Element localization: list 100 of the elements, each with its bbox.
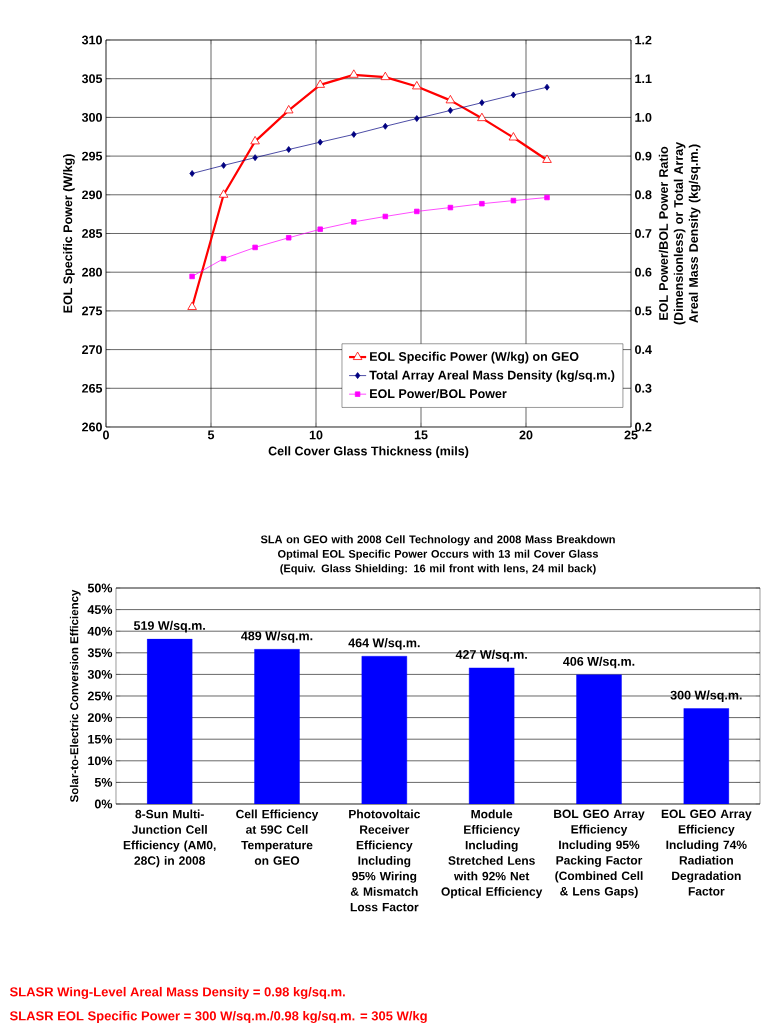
x-tick-label: Cell Efficiency at 59C Cell Temperature on GEO (236, 809, 319, 865)
y-tick-label: 275 (82, 306, 103, 316)
bar (254, 649, 300, 804)
y2-tick-label: 0.4 (635, 345, 652, 355)
annotation: 427 W/sq.m. (455, 649, 527, 662)
bar (361, 656, 408, 804)
y-tick-label: 20% (87, 713, 113, 723)
y-tick-label: 25% (87, 691, 113, 701)
x-tick-label: 15 (414, 430, 428, 440)
y-tick-label: 50% (87, 583, 113, 593)
point (252, 244, 258, 251)
point (187, 301, 197, 310)
y2-tick-label: 1.1 (635, 74, 652, 83)
chart-title: SLA on GEO with 2008 Cell Technology and 2008 Mass Breakdown (260, 535, 615, 546)
point (544, 194, 550, 201)
point (351, 131, 357, 138)
y-axis-title: EOL Specific Power (W/kg) (63, 154, 75, 313)
point (544, 83, 550, 91)
point (220, 255, 227, 262)
y2-tick-label: 0.2 (635, 422, 652, 432)
point (447, 107, 454, 114)
point (286, 235, 292, 241)
point (286, 146, 292, 153)
bar (683, 708, 730, 804)
y-tick-label: 40% (87, 626, 113, 636)
y-tick-label: 310 (81, 35, 102, 45)
point (351, 219, 357, 225)
point (445, 94, 456, 104)
x-tick-label: 10 (309, 430, 323, 440)
y-tick-label: 10% (88, 756, 113, 766)
legend-label: EOL Power/BOL Power (370, 388, 507, 399)
point (414, 208, 420, 215)
x-tick-label: 8-Sun Multi-Junction Cell Efficiency (AM0, 28C) in 2008 (123, 809, 216, 868)
point (412, 81, 422, 90)
legend-label: EOL Specific Power (W/kg) on GEO (370, 351, 579, 364)
x-tick-label: Module Efficiency Including Stretched Lens with 92% Net Optical Efficiency (441, 809, 543, 899)
point (382, 213, 388, 220)
annotation: 406 W/sq.m. (563, 656, 635, 669)
point (220, 161, 227, 169)
point (542, 154, 552, 163)
y-tick-label: 260 (82, 422, 102, 432)
annotation: 489 W/sq.m. (241, 631, 313, 643)
annotation: 464 W/sq.m. (348, 638, 420, 650)
x-tick-label: 25 (624, 430, 638, 440)
point (317, 138, 323, 146)
y-tick-label: 45% (87, 605, 113, 615)
point (479, 99, 485, 107)
point (252, 154, 258, 162)
x-axis-title: Cell Cover Glass Thickness (mils) (268, 446, 469, 458)
bar (146, 638, 193, 804)
y-tick-label: 0% (94, 799, 113, 809)
y2-tick-label: 0.6 (635, 267, 652, 277)
point (510, 91, 517, 99)
annotation: 300 W/sq.m. (670, 690, 742, 702)
point (250, 135, 260, 145)
y-tick-label: 285 (82, 229, 103, 238)
y2-tick-label: 1.2 (635, 35, 652, 45)
y-tick-label: 5% (94, 777, 113, 787)
annotation: 519 W/sq.m. (133, 620, 205, 633)
point (414, 115, 420, 122)
y-tick-label: 305 (81, 74, 103, 84)
x-tick-label: 20 (519, 430, 533, 440)
x-tick-label: EOL GEO Array Efficiency Including 74% Radiation Degradation Factor (661, 809, 752, 896)
point (479, 200, 485, 207)
y-tick-label: 280 (82, 267, 102, 277)
point (283, 105, 294, 114)
y2-tick-label: 1.0 (635, 112, 652, 122)
y2-tick-label: 0.5 (635, 306, 652, 316)
point (349, 69, 359, 78)
point (382, 122, 388, 130)
point (477, 112, 487, 122)
y-tick-label: 30% (87, 669, 113, 679)
y-tick-label: 300 (81, 112, 102, 122)
x-tick-label: 5 (207, 430, 215, 440)
y2-tick-label: 0.7 (635, 229, 652, 238)
bar (576, 674, 622, 804)
point (380, 71, 391, 81)
x-tick-label: 0 (103, 430, 109, 440)
point (510, 197, 517, 204)
y2-tick-label: 0.3 (635, 383, 652, 393)
y2-tick-label: 0.9 (635, 151, 652, 161)
y-tick-label: 295 (82, 151, 103, 161)
point (189, 273, 195, 280)
y-tick-label: 35% (87, 648, 113, 658)
x-tick-label: BOL GEO Array Efficiency Including 95% Packing Factor (Combined Cell & Lens Gaps) (554, 809, 645, 898)
point (315, 79, 325, 88)
point (447, 204, 454, 211)
bar (468, 667, 515, 804)
text: SLASR EOL Specific Power = 300 W/sq.m./0.98 kg/sq.m. = 305 W/kg (9, 1010, 427, 1024)
chart-subtitle: Optimal EOL Specific Power Occurs with 13 mil Cover Glass (Equiv. Glass Shielding: 16 mil front with lens, 24 mil back) (277, 549, 598, 575)
y-tick-label: 270 (82, 345, 102, 355)
y-tick-label: 265 (82, 383, 103, 393)
y-tick-label: 290 (82, 190, 102, 200)
y2-axis-title: EOL Power/BOL Power Ratio (Dimensionless) or Total Array Areal Mass Density (kg/sq.m.) (658, 142, 701, 325)
point (508, 132, 519, 141)
text: SLASR Wing-Level Areal Mass Density = 0.98 kg/sq.m. (9, 986, 345, 1000)
x-tick-label: Photovoltaic Receiver Efficiency Including 95% Wiring & Mismatch Loss Factor (349, 809, 420, 912)
y-tick-label: 15% (88, 734, 113, 744)
point (317, 226, 323, 232)
point (218, 189, 229, 198)
